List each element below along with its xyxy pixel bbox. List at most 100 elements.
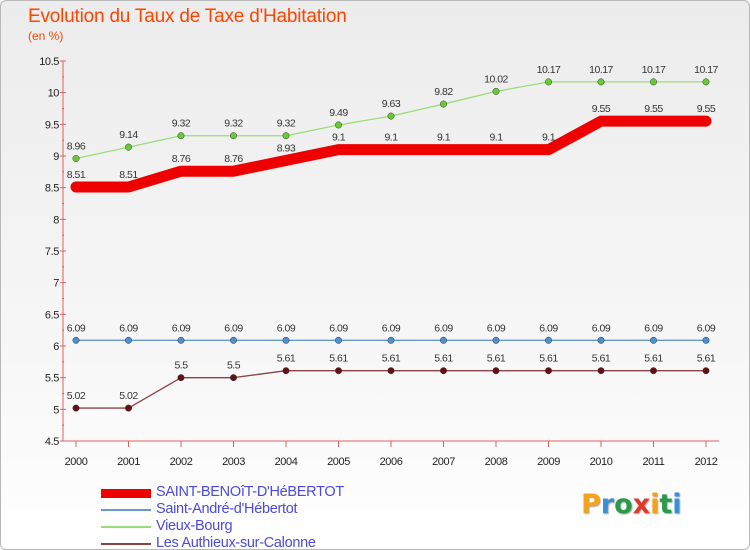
series-line xyxy=(75,370,707,409)
x-tick-label: 2004 xyxy=(275,456,298,468)
series-point xyxy=(177,132,185,140)
y-tick-label: 9 xyxy=(53,151,59,163)
series-point xyxy=(387,367,395,375)
x-tick-label: 2010 xyxy=(590,456,613,468)
data-label: 9.1 xyxy=(542,132,556,144)
data-label: 9.49 xyxy=(329,107,348,119)
logo-letter: i xyxy=(672,489,682,520)
series-point xyxy=(72,336,80,344)
y-tick-label: 6.5 xyxy=(45,309,59,321)
data-label: 5.61 xyxy=(277,353,296,365)
series-point xyxy=(492,336,500,344)
series-point xyxy=(650,367,657,375)
data-label: 9.55 xyxy=(697,103,716,115)
legend-swatch xyxy=(101,526,151,528)
y-tick-label: 8 xyxy=(53,214,59,226)
x-tick-label: 2009 xyxy=(537,456,560,468)
series-point xyxy=(282,336,290,344)
series-point xyxy=(282,367,290,375)
series-point xyxy=(650,78,657,86)
y-tick-label: 10 xyxy=(48,88,60,100)
series-lines xyxy=(70,78,712,412)
legend-swatch xyxy=(101,488,151,498)
series-point xyxy=(492,87,500,95)
data-labels: 8.51 8.51 8.76 8.76 8.93 9.1 9.1 9.1 9.1 9.1 9.55 9… xyxy=(67,64,719,402)
chart-title: Evolution du Taux de Taxe d'Habitation xyxy=(28,6,347,27)
data-label: 10.17 xyxy=(642,64,666,76)
data-label: 6.09 xyxy=(539,322,558,334)
series-point xyxy=(440,336,447,344)
series-point xyxy=(597,367,605,375)
series-point xyxy=(702,336,710,344)
data-label: 6.09 xyxy=(172,322,191,334)
data-label: 9.55 xyxy=(644,103,663,115)
x-tick-label: 2008 xyxy=(485,456,508,468)
series-point xyxy=(387,336,395,344)
data-label: 6.09 xyxy=(224,322,243,334)
data-label: 6.09 xyxy=(382,322,401,334)
x-tick-label: 2011 xyxy=(642,456,664,468)
proxiti-logo: Proxiti xyxy=(581,489,682,520)
y-tick-label: 8.5 xyxy=(45,183,59,195)
data-label: 8.76 xyxy=(224,153,243,165)
data-label: 6.09 xyxy=(277,322,296,334)
series-point xyxy=(177,374,185,382)
data-label: 8.93 xyxy=(277,142,296,154)
x-tick-label: 2000 xyxy=(65,456,88,468)
series-point xyxy=(177,336,185,344)
series-point xyxy=(125,336,132,344)
y-tick-label: 10.5 xyxy=(39,56,59,68)
data-label: 9.82 xyxy=(434,86,453,98)
logo-letter: P xyxy=(581,489,601,520)
series-point xyxy=(387,112,395,120)
data-label: 5.61 xyxy=(329,353,348,365)
series-point xyxy=(72,404,80,412)
series-point xyxy=(335,367,342,375)
x-tick-label: 2002 xyxy=(170,456,193,468)
series-point xyxy=(440,367,447,375)
data-label: 6.09 xyxy=(697,322,716,334)
data-label: 6.09 xyxy=(592,322,611,334)
legend-swatch xyxy=(101,509,151,511)
series-point xyxy=(545,336,552,344)
data-label: 6.09 xyxy=(644,322,663,334)
legend-label: SAINT-BENOîT-D'HéBERTOT xyxy=(156,484,344,500)
data-label: 9.63 xyxy=(382,98,401,110)
data-label: 6.09 xyxy=(487,322,506,334)
y-tick-label: 7 xyxy=(53,278,59,290)
x-tick-label: 2001 xyxy=(117,456,140,468)
series-point xyxy=(650,336,657,344)
legend-swatch xyxy=(101,543,151,545)
series-point xyxy=(597,78,605,86)
y-unit-label: (en %) xyxy=(28,29,64,43)
y-tick-label: 4.5 xyxy=(45,436,59,448)
data-label: 5.02 xyxy=(119,390,138,402)
data-label: 10.02 xyxy=(484,73,508,85)
data-label: 8.76 xyxy=(172,153,191,165)
data-label: 9.32 xyxy=(277,118,296,130)
series-point xyxy=(72,155,80,162)
data-label: 8.51 xyxy=(119,169,138,181)
y-tick-label: 5 xyxy=(53,404,59,416)
x-tick-label: 2003 xyxy=(222,456,245,468)
logo-letter: i xyxy=(650,489,660,520)
logo-letter: r xyxy=(600,489,615,520)
data-label: 9.55 xyxy=(592,103,611,115)
data-label: 5.61 xyxy=(539,353,558,365)
series-point xyxy=(230,336,237,344)
series-point xyxy=(125,143,132,151)
data-label: 9.1 xyxy=(437,132,451,144)
series-point xyxy=(230,374,237,382)
data-label: 5.61 xyxy=(592,353,611,365)
x-tick-label: 2007 xyxy=(432,456,455,468)
data-label: 6.09 xyxy=(67,322,86,334)
data-label: 5.61 xyxy=(487,353,506,365)
data-label: 5.5 xyxy=(227,360,241,372)
x-tick-label: 2005 xyxy=(327,456,350,468)
data-label: 6.09 xyxy=(434,322,453,334)
axes: 4.5 5 5.5 6 6.5 7 7.5 8 8.5 9 9.5 10 10.5 2000 2001 200… xyxy=(39,56,719,468)
data-label: 9.32 xyxy=(224,118,243,130)
series-point xyxy=(335,121,342,129)
y-tick-label: 6 xyxy=(53,341,59,353)
